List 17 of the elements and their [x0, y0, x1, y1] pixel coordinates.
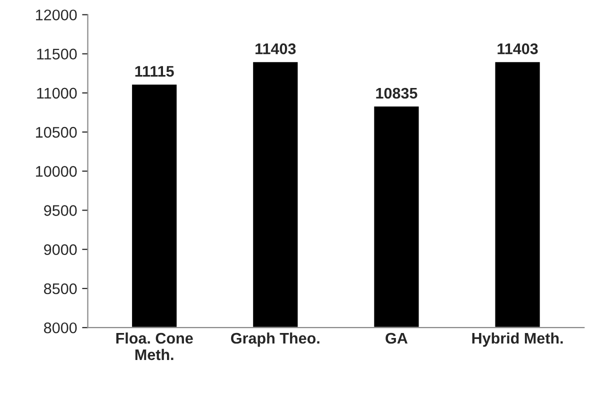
x-tick-label: Hybrid Meth.: [472, 332, 563, 347]
x-tick-label: Graph Theo.: [231, 332, 320, 347]
x-tick-label: Floa. Cone Meth.: [116, 332, 193, 360]
y-tick-label: 9000: [44, 244, 77, 256]
x-tick-label: GA: [386, 332, 408, 344]
y-tick-label: 9500: [44, 205, 77, 216]
y-tick-label: 10000: [36, 166, 77, 177]
y-tick-label: 10500: [36, 126, 77, 138]
y-tick-label: 8000: [44, 322, 77, 334]
y-tick-label: 12000: [36, 10, 77, 20]
y-tick-label: 11000: [37, 88, 77, 99]
data-label: 11403: [256, 43, 296, 54]
data-label: 11115: [135, 66, 174, 77]
y-tick-label: 11500: [37, 48, 77, 60]
data-label: 10835: [376, 88, 418, 99]
data-label: 11403: [498, 43, 538, 54]
y-tick-label: 8500: [44, 283, 77, 294]
